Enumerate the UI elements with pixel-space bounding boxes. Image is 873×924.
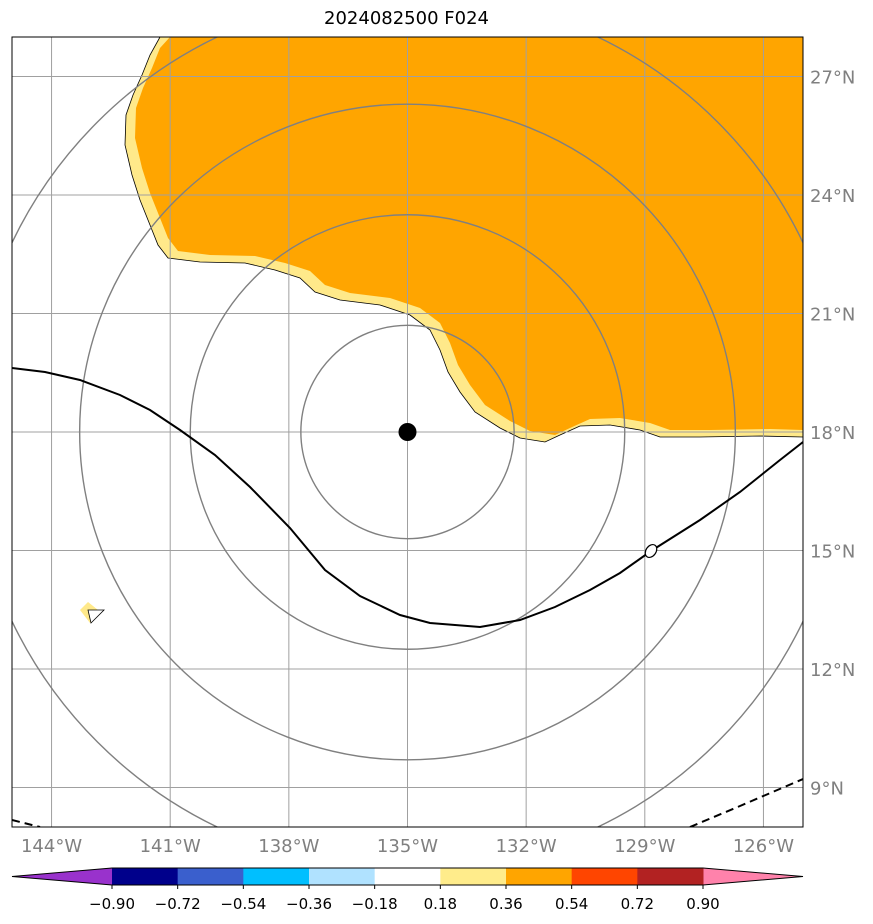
range-rings <box>12 37 803 827</box>
colorbar-bin <box>571 868 638 885</box>
colorbar-bin <box>243 868 310 885</box>
contour-lines <box>12 367 803 827</box>
colorbar-tick-label: −0.72 <box>155 895 201 913</box>
storm-center-marker <box>398 423 417 441</box>
fill-core <box>135 37 803 435</box>
colorbar-tick-label: 0.36 <box>489 895 522 913</box>
map-frame <box>11 36 804 828</box>
colorbar-bin <box>309 868 376 885</box>
colorbar-bin <box>637 868 704 885</box>
lat-tick-label: 27°N <box>810 68 855 89</box>
lat-tick-label: 18°N <box>810 423 855 444</box>
map-title: 2024082500 F024 <box>324 8 489 29</box>
range-ring <box>300 324 515 540</box>
lon-tick-label: 132°W <box>496 836 557 857</box>
colorbar-tick-label: 0.18 <box>424 895 457 913</box>
contour-label-zero <box>644 543 658 559</box>
colorbar-outline <box>11 867 804 886</box>
colorbar-tick-label: 0.72 <box>621 895 654 913</box>
colorbar-bin <box>112 868 179 885</box>
colorbar-extend-high <box>703 868 803 885</box>
coastline-contour <box>124 37 803 443</box>
lon-tick-label: 126°W <box>733 836 794 857</box>
axis-tick-labels: 144°W 141°W 138°W 135°W 132°W 129°W 126°W 9°N 12… <box>21 68 855 858</box>
positive-anomaly-fill <box>80 37 803 624</box>
colorbar-tick-label: −0.18 <box>352 895 398 913</box>
negative-contour-line <box>12 819 41 827</box>
colorbar-extend-low <box>12 868 112 885</box>
lon-tick-label: 138°W <box>258 836 319 857</box>
colorbar-tick-label: 0.54 <box>555 895 588 913</box>
lat-tick-label: 15°N <box>810 542 855 563</box>
lat-tick-label: 21°N <box>810 305 855 326</box>
island-outline <box>87 609 105 624</box>
colorbar-tick-label: −0.36 <box>286 895 332 913</box>
colorbar-bin <box>506 868 573 885</box>
lat-tick-label: 12°N <box>810 660 855 681</box>
lon-tick-label: 129°W <box>614 836 675 857</box>
range-ring <box>78 103 737 761</box>
colorbar-tick-label: −0.90 <box>89 895 135 913</box>
colorbar-bin <box>374 868 441 885</box>
lon-tick-label: 144°W <box>21 836 82 857</box>
colorbar-bin <box>177 868 244 885</box>
range-ring <box>189 214 626 650</box>
lon-tick-label: 135°W <box>377 836 438 857</box>
colorbar-tick-label: 0.90 <box>686 895 719 913</box>
negative-contour-line <box>689 778 803 827</box>
zero-contour-line <box>12 367 803 629</box>
colorbar-bin <box>440 868 507 885</box>
lat-tick-label: 9°N <box>810 779 844 800</box>
lon-tick-label: 141°W <box>140 836 201 857</box>
forecast-map: 144°W 141°W 138°W 135°W 132°W 129°W 126°W 9°N 12… <box>11 36 855 858</box>
graticule <box>12 37 803 827</box>
lat-tick-label: 24°N <box>810 186 855 207</box>
colorbar-tick-label: −0.54 <box>220 895 266 913</box>
